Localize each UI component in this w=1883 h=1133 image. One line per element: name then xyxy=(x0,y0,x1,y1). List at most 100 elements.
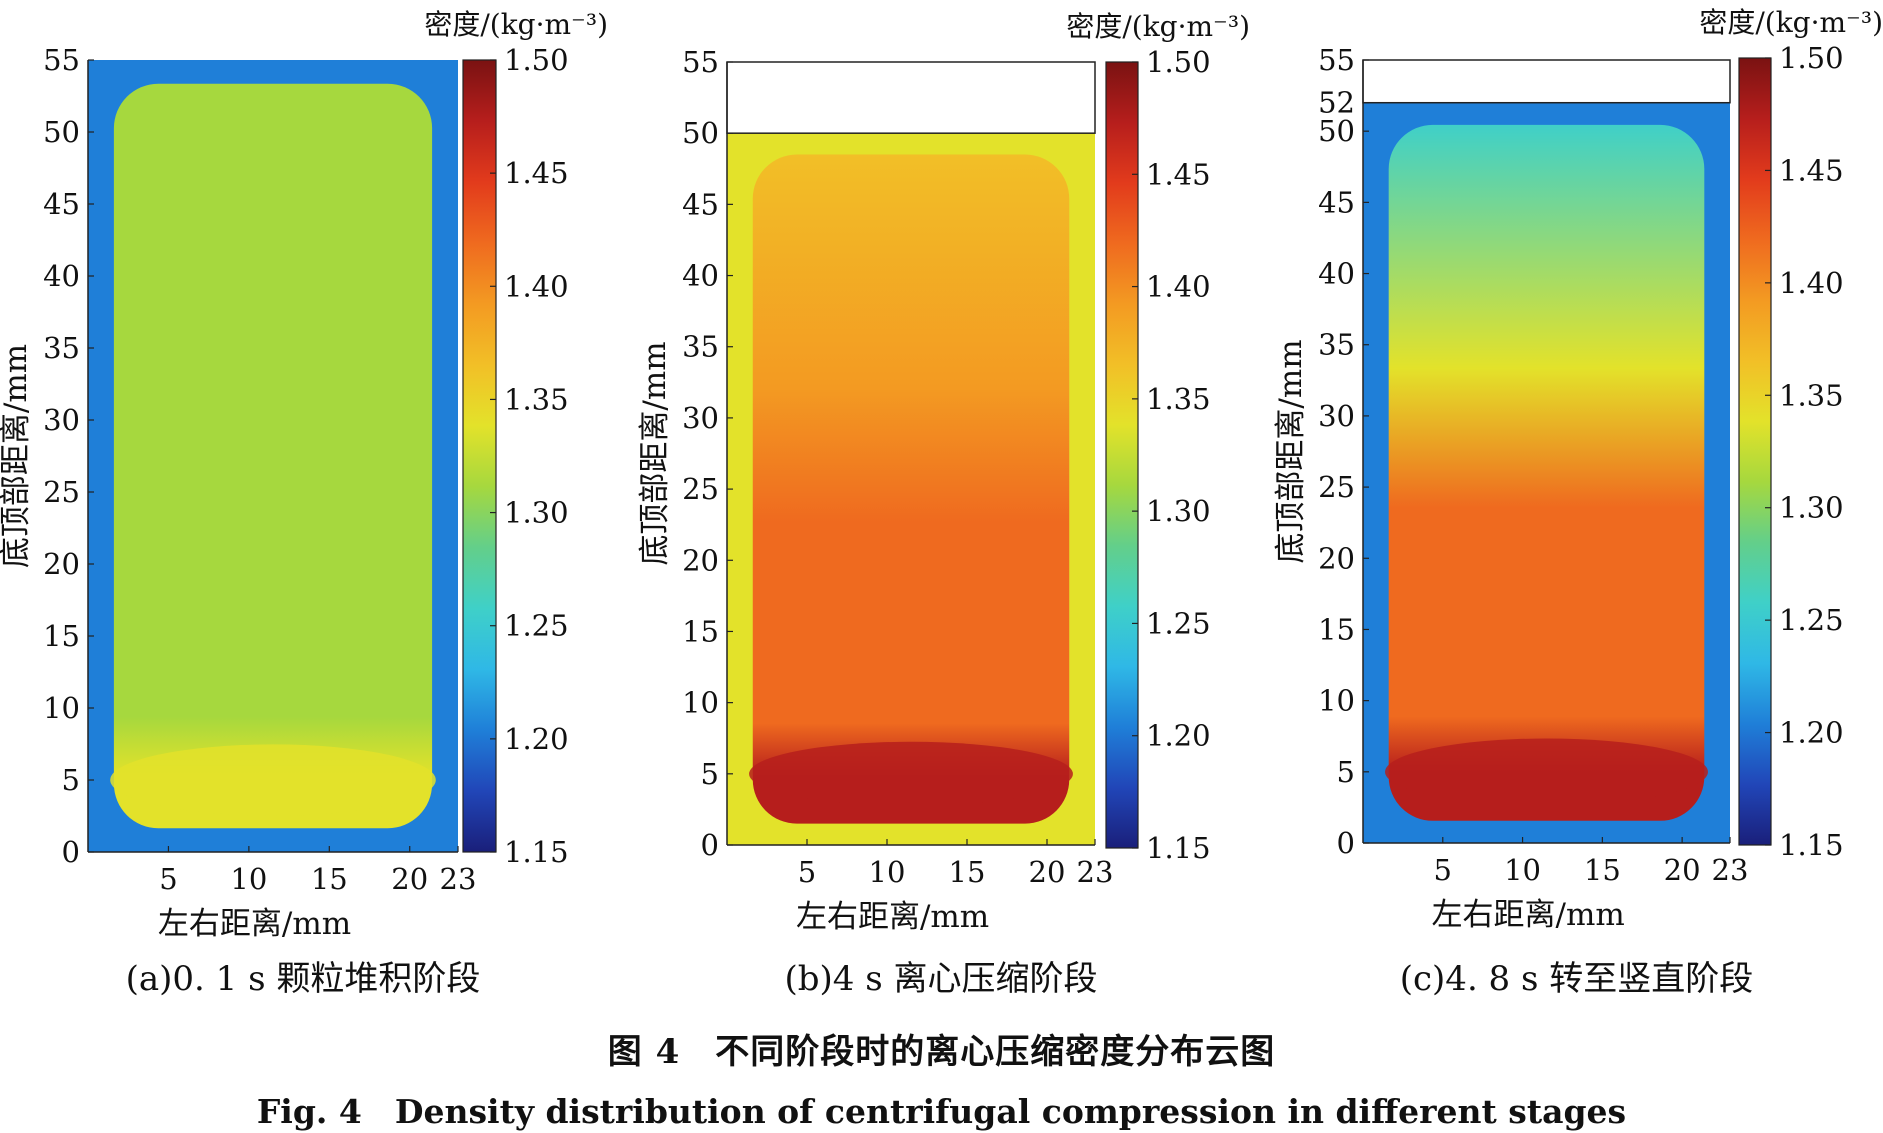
y-tick-label: 20 xyxy=(1318,541,1355,575)
x-tick-label: 23 xyxy=(1712,853,1749,887)
y-tick-label: 15 xyxy=(1318,612,1355,646)
x-tick-label: 20 xyxy=(1664,853,1701,887)
panel-caption: (c)4. 8 s 转至竖直阶段 xyxy=(1400,959,1754,999)
y-tick-label: 5 xyxy=(701,757,719,791)
colorbar-tick-label: 1.40 xyxy=(1779,266,1844,300)
y-tick-label: 25 xyxy=(1318,470,1355,504)
x-tick-label: 5 xyxy=(798,855,816,889)
figure-caption-zh: 图 4 不同阶段时的离心压缩密度分布云图 xyxy=(607,1032,1276,1072)
colorbar-tick-label: 1.30 xyxy=(1779,491,1844,525)
colorbar-gradient xyxy=(1105,61,1139,849)
x-tick-label: 5 xyxy=(1434,853,1452,887)
y-tick-label: 15 xyxy=(682,614,719,648)
y-tick-label: 45 xyxy=(43,187,80,221)
heatmap-field xyxy=(1363,102,1730,843)
x-tick-label: 15 xyxy=(949,855,986,889)
y-axis-label: 底顶部距离/mm xyxy=(0,344,34,568)
colorbar-tick-label: 1.20 xyxy=(504,722,569,756)
empty-top-region xyxy=(1362,59,1731,104)
y-tick-label: 20 xyxy=(682,543,719,577)
x-tick-label: 10 xyxy=(1504,853,1541,887)
y-tick-label: 30 xyxy=(682,401,719,435)
colorbar-tick-label: 1.35 xyxy=(1146,382,1211,416)
heatmap-core-region xyxy=(1388,124,1705,821)
y-tick-label: 15 xyxy=(43,619,80,653)
y-tick-label: 50 xyxy=(682,116,719,150)
colorbar-tick-label: 1.50 xyxy=(504,43,569,77)
colorbar: 1.15 1.20 1.25 1.30 1.35 1.40 1.45 1.50密度/(kg·m… xyxy=(424,8,608,869)
y-tick-label: 5 xyxy=(62,763,80,797)
x-tick-label: 10 xyxy=(230,862,267,896)
y-tick-label: 5 xyxy=(1337,755,1355,789)
colorbar-tick-label: 1.35 xyxy=(504,382,569,416)
panel-caption: (b)4 s 离心压缩阶段 xyxy=(785,959,1098,999)
y-tick-label: 30 xyxy=(1318,399,1355,433)
colorbar-tick-label: 1.45 xyxy=(504,156,569,190)
heatmap-field xyxy=(727,133,1095,845)
y-tick-label: 35 xyxy=(43,331,80,365)
x-tick-label: 20 xyxy=(391,862,428,896)
colorbar-tick-label: 1.45 xyxy=(1146,157,1211,191)
y-tick-label: 10 xyxy=(682,686,719,720)
y-tick-label: 0 xyxy=(1337,826,1355,860)
y-axis-label: 底顶部距离/mm xyxy=(637,341,673,565)
colorbar: 1.15 1.20 1.25 1.30 1.35 1.40 1.45 1.50密度/(kg·m… xyxy=(1699,6,1883,862)
y-tick-label: 55 xyxy=(682,45,719,79)
y-tick-label: 25 xyxy=(682,472,719,506)
y-tick-label: 25 xyxy=(43,475,80,509)
y-axis-label: 底顶部距离/mm xyxy=(1273,339,1309,563)
colorbar-tick-label: 1.45 xyxy=(1779,153,1844,187)
y-tick-label: 0 xyxy=(701,828,719,862)
x-tick-label: 23 xyxy=(1077,855,1114,889)
panel-caption: (a)0. 1 s 颗粒堆积阶段 xyxy=(126,959,481,999)
colorbar: 1.15 1.20 1.25 1.30 1.35 1.40 1.45 1.50密度/(kg·m… xyxy=(1066,10,1250,865)
x-axis-label: 左右距离/mm xyxy=(796,899,989,935)
y-tick-label: 50 xyxy=(1318,114,1355,148)
x-tick-label: 20 xyxy=(1029,855,1066,889)
y-tick-label: 45 xyxy=(1318,185,1355,219)
colorbar-tick-label: 1.25 xyxy=(1779,603,1844,637)
heatmap-bottom-band xyxy=(110,744,436,816)
heatmap-bottom-band xyxy=(1385,738,1708,806)
colorbar-tick-label: 1.40 xyxy=(504,269,569,303)
y-tick-label: 55 xyxy=(43,43,80,77)
colorbar-tick-label: 1.15 xyxy=(1779,828,1844,862)
empty-top-region xyxy=(726,61,1096,134)
y-tick-label: 40 xyxy=(1318,257,1355,291)
colorbar-title: 密度/(kg·m⁻³) xyxy=(1066,10,1250,43)
y-tick-label: 45 xyxy=(682,187,719,221)
colorbar-tick-label: 1.30 xyxy=(1146,494,1211,528)
y-tick-label: 30 xyxy=(43,403,80,437)
x-axis-label: 左右距离/mm xyxy=(1432,897,1625,933)
y-tick-label: 35 xyxy=(1318,328,1355,362)
colorbar-tick-label: 1.20 xyxy=(1779,716,1844,750)
heatmap-field xyxy=(88,60,458,852)
y-tick-label: 10 xyxy=(1318,684,1355,718)
colorbar-tick-label: 1.25 xyxy=(504,609,569,643)
y-tick-label: 20 xyxy=(43,547,80,581)
figure-caption-en: Fig. 4 Density distribution of centrifug… xyxy=(256,1092,1627,1131)
colorbar-tick-label: 1.30 xyxy=(504,496,569,530)
x-tick-label: 5 xyxy=(159,862,177,896)
colorbar-tick-label: 1.15 xyxy=(1146,831,1211,865)
colorbar-gradient xyxy=(462,59,497,853)
y-tick-label: 0 xyxy=(62,835,80,869)
colorbar-tick-label: 1.20 xyxy=(1146,719,1211,753)
y-tick-label: 55 xyxy=(1318,43,1355,77)
x-tick-label: 23 xyxy=(440,862,477,896)
colorbar-gradient xyxy=(1738,57,1772,846)
heatmap-bottom-band xyxy=(749,741,1073,806)
x-tick-label: 15 xyxy=(1584,853,1621,887)
colorbar-tick-label: 1.50 xyxy=(1779,41,1844,75)
y-tick-label: 35 xyxy=(682,330,719,364)
x-tick-label: 10 xyxy=(869,855,906,889)
colorbar-tick-label: 1.50 xyxy=(1146,45,1211,79)
y-tick-label: 40 xyxy=(43,259,80,293)
x-tick-label: 15 xyxy=(311,862,348,896)
y-tick-label: 52 xyxy=(1318,86,1355,120)
x-axis-label: 左右距离/mm xyxy=(158,906,351,942)
y-tick-label: 10 xyxy=(43,691,80,725)
